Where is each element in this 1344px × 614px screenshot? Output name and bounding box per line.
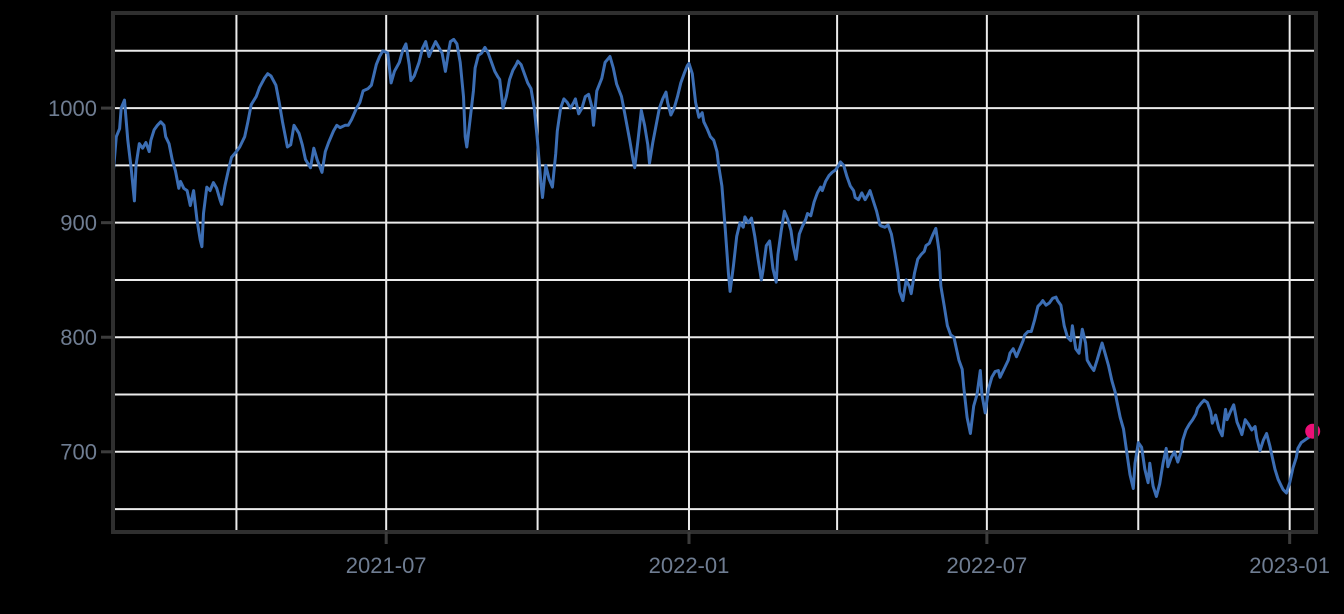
series-layer — [111, 37, 1315, 498]
y-axis-tick-label: 800 — [60, 325, 97, 350]
x-axis-tick-label: 2022-07 — [946, 553, 1027, 578]
plot-border — [111, 11, 1318, 534]
y-axis-tick-label: 1000 — [48, 96, 97, 121]
y-axis-tick-label: 700 — [60, 440, 97, 465]
axis-ticks — [101, 106, 1292, 544]
x-axis-tick-label: 2023-01 — [1249, 553, 1330, 578]
axis-labels: 700 800 900 1000 2021-07 2022-01 2022-07 2023-0… — [48, 96, 1330, 578]
x-axis-tick-label: 2021-07 — [346, 553, 427, 578]
y-axis-tick-label: 900 — [60, 210, 97, 235]
gridlines — [113, 13, 1316, 532]
price-line-series — [111, 37, 1315, 498]
x-axis-tick-label: 2022-01 — [649, 553, 730, 578]
